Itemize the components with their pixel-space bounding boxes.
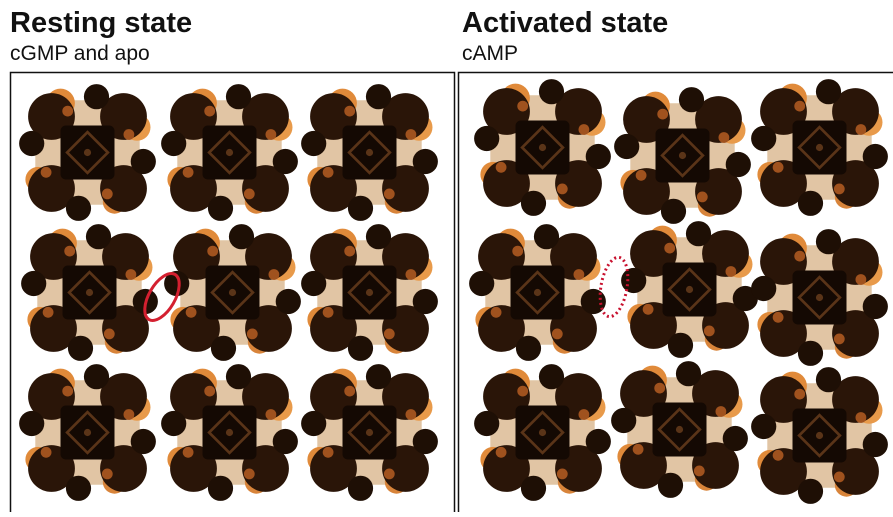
channel	[161, 84, 298, 221]
panel-subtitle: cAMP	[462, 42, 518, 65]
channel	[751, 79, 888, 216]
panel-title: Activated state	[462, 7, 668, 39]
right-lattice	[469, 79, 888, 504]
channel	[751, 367, 888, 504]
channel	[21, 224, 158, 361]
channel	[19, 84, 156, 221]
channel	[19, 364, 156, 501]
channel	[751, 229, 888, 366]
channel	[614, 87, 751, 224]
figure: Resting state cGMP and apo Activated sta…	[0, 0, 893, 512]
panel-subtitle: cGMP and apo	[10, 42, 150, 65]
channel	[161, 364, 298, 501]
channel	[469, 224, 606, 361]
channel	[301, 364, 438, 501]
channel	[474, 79, 611, 216]
channel	[301, 224, 438, 361]
left-lattice	[19, 84, 438, 501]
channel	[301, 84, 438, 221]
channel	[621, 221, 758, 358]
channel	[474, 364, 611, 501]
panel-title: Resting state	[10, 7, 192, 39]
channel	[164, 224, 301, 361]
channel	[611, 361, 748, 498]
